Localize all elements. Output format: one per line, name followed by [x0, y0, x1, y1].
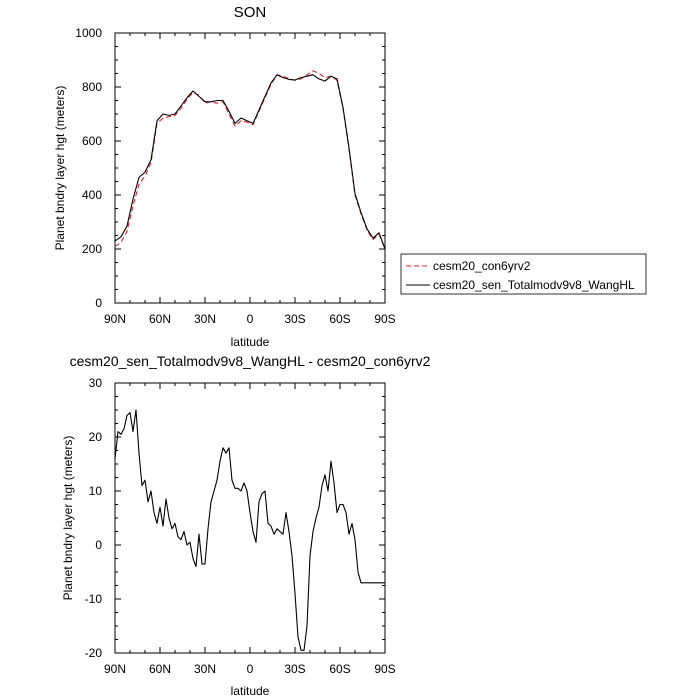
x-tick-label: 0	[247, 312, 254, 326]
x-tick-label: 90N	[104, 312, 126, 326]
x-tick-label: 30S	[284, 312, 305, 326]
x-tick-label: 30S	[284, 662, 305, 676]
series-line-cesm20_sen_Totalmodv9v8_WangHL	[114, 74, 386, 250]
series-line-cesm20_con6yrv2	[114, 70, 386, 250]
plot-frame	[114, 32, 386, 304]
y-tick-label: 10	[89, 484, 103, 498]
y-tick-label: -10	[85, 592, 103, 606]
x-tick-label: 60N	[149, 662, 171, 676]
legend: cesm20_con6yrv2 cesm20_sen_Totalmodv9v8_W…	[400, 253, 647, 295]
x-tick-label: 60S	[329, 662, 350, 676]
y-tick-label: 200	[82, 242, 102, 256]
y-tick-label: 400	[82, 188, 102, 202]
x-axis-label: latitude	[231, 335, 270, 349]
x-tick-label: 90N	[104, 662, 126, 676]
x-tick-label: 30N	[194, 312, 216, 326]
x-tick-label: 90S	[374, 312, 395, 326]
y-tick-label: 30	[89, 376, 103, 390]
y-axis-label: Planet bndry layer hgt (meters)	[53, 86, 67, 251]
chart-bottom: cesm20_sen_Totalmodv9v8_WangHL - cesm20_…	[61, 353, 431, 698]
y-tick-label: -20	[85, 646, 103, 660]
y-tick-label: 20	[89, 430, 103, 444]
x-tick-label: 90S	[374, 662, 395, 676]
chart-top: SON 90N 60N 30N 0 30S 60S 90S 0 200 400 600 800 1000 l…	[53, 4, 396, 349]
x-tick-label: 60S	[329, 312, 350, 326]
y-tick-label: 800	[82, 80, 102, 94]
legend-box	[400, 253, 647, 295]
x-tick-label: 60N	[149, 312, 171, 326]
x-tick-label: 30N	[194, 662, 216, 676]
y-tick-label: 0	[95, 538, 102, 552]
chart-title: cesm20_sen_Totalmodv9v8_WangHL - cesm20_…	[70, 353, 431, 369]
y-axis-label: Planet bndry layer hgt (meters)	[61, 436, 75, 601]
y-tick-label: 1000	[75, 26, 102, 40]
y-tick-label: 0	[95, 296, 102, 310]
chart-title: SON	[234, 4, 267, 21]
x-axis-label: latitude	[231, 684, 270, 698]
x-tick-label: 0	[247, 662, 254, 676]
y-tick-label: 600	[82, 134, 102, 148]
series-line-difference	[114, 409, 385, 651]
legend-label-cesm20_con6yrv2: cesm20_con6yrv2	[433, 259, 531, 273]
legend-label-cesm20_sen_Totalmodv9v8_WangHL: cesm20_sen_Totalmodv9v8_WangHL	[433, 278, 635, 292]
